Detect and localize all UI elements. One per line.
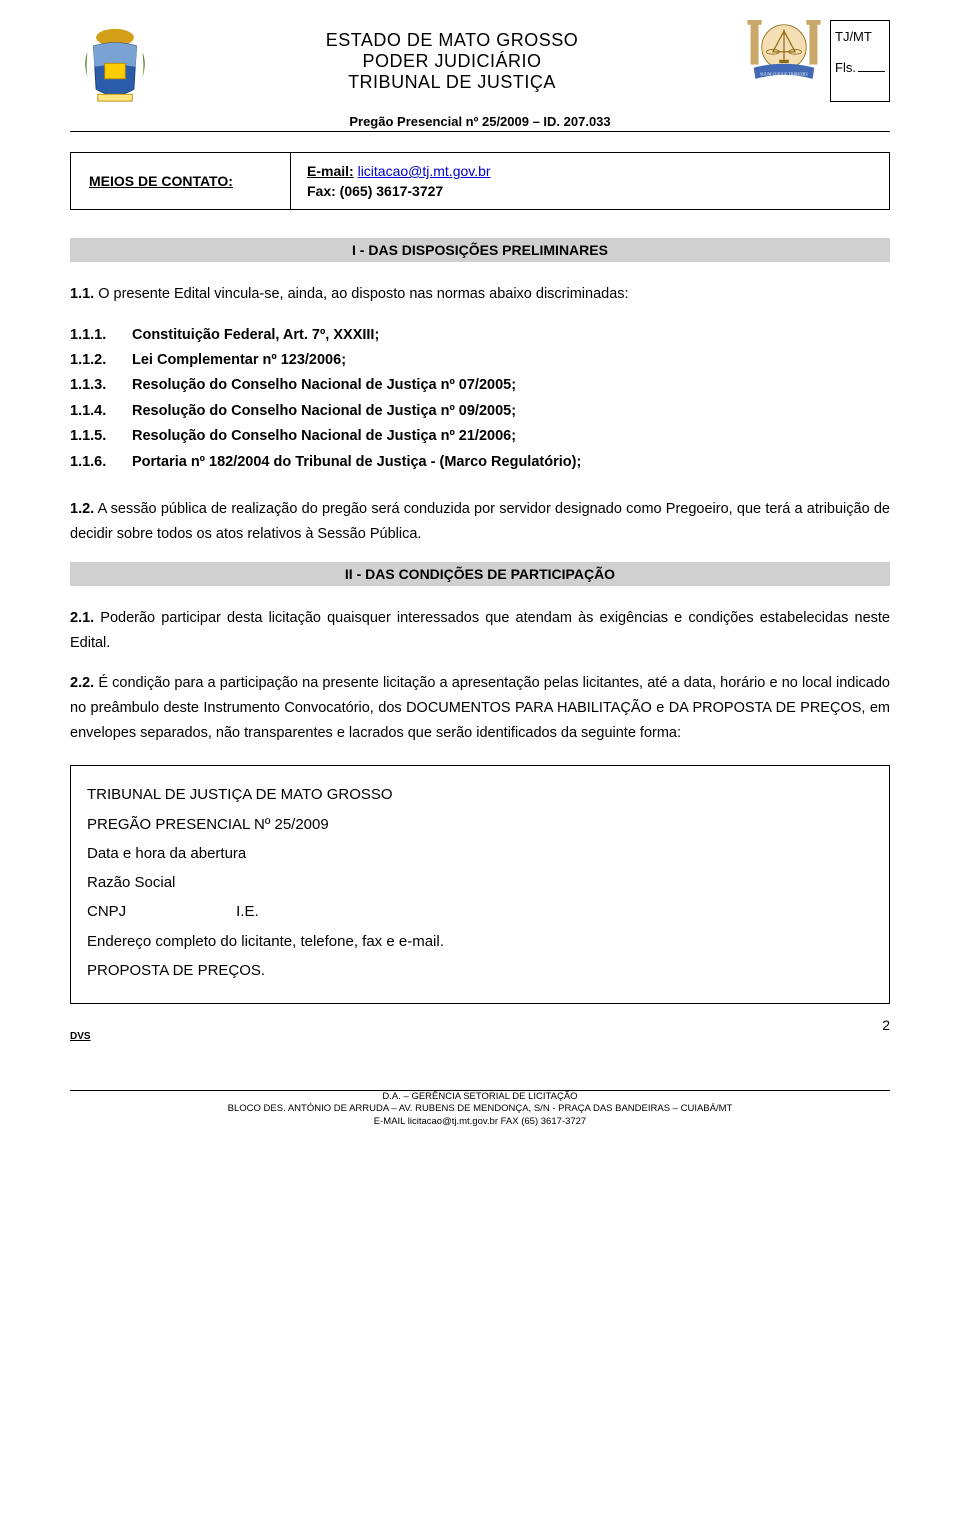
header-line-1: ESTADO DE MATO GROSSO xyxy=(160,30,744,51)
p21-num: 2.1. xyxy=(70,610,94,626)
header-line-2: PODER JUDICIÁRIO xyxy=(160,51,744,72)
env-line-7: PROPOSTA DE PREÇOS. xyxy=(87,956,873,985)
p11-text: O presente Edital vincula-se, ainda, ao … xyxy=(94,286,628,302)
paragraph-1-2: 1.2. A sessão pública de realização do p… xyxy=(70,497,890,546)
envelope-template-box: TRIBUNAL DE JUSTIÇA DE MATO GROSSO PREGÃ… xyxy=(70,765,890,1004)
section-2-heading: II - DAS CONDIÇÕES DE PARTICIPAÇÃO xyxy=(70,562,890,586)
env-cnpj: CNPJ xyxy=(87,897,126,926)
footer-dvs: DVS xyxy=(70,1030,91,1043)
p22-num: 2.2. xyxy=(70,675,94,691)
page-stamp-box: TJ/MT Fls. xyxy=(830,20,890,102)
page-number: 2 xyxy=(882,1016,890,1034)
paragraph-2-2: 2.2. É condição para a participação na p… xyxy=(70,671,890,745)
pregao-identifier: Pregão Presencial nº 25/2009 – ID. 207.0… xyxy=(70,114,890,129)
norm-item: 1.1.6.Portaria nº 182/2004 do Tribunal d… xyxy=(70,450,890,475)
svg-text:SUUM CUIQUE TRIBUERE: SUUM CUIQUE TRIBUERE xyxy=(760,72,808,77)
email-link[interactable]: licitacao@tj.mt.gov.br xyxy=(358,163,491,179)
document-header: ESTADO DE MATO GROSSO PODER JUDICIÁRIO T… xyxy=(70,20,890,110)
header-title-block: ESTADO DE MATO GROSSO PODER JUDICIÁRIO T… xyxy=(160,20,744,93)
norm-item: 1.1.1.Constituição Federal, Art. 7º, XXX… xyxy=(70,323,890,348)
email-label: E-mail: xyxy=(307,163,354,179)
env-ie: I.E. xyxy=(236,897,259,926)
norm-item: 1.1.5.Resolução do Conselho Nacional de … xyxy=(70,424,890,449)
section-1-heading: I - DAS DISPOSIÇÕES PRELIMINARES xyxy=(70,238,890,262)
p22-text: É condição para a participação na presen… xyxy=(70,675,890,740)
p12-text: A sessão pública de realização do pregão… xyxy=(70,501,890,542)
env-line-6: Endereço completo do licitante, telefone… xyxy=(87,927,873,956)
footer-line-1: D.A. – GERÊNCIA SETORIAL DE LICITAÇÃO xyxy=(70,1091,890,1103)
env-line-5: CNPJ I.E. xyxy=(87,897,873,926)
p21-text: Poderão participar desta licitação quais… xyxy=(70,610,890,651)
page-footer: 2 DVS D.A. – GERÊNCIA SETORIAL DE LICITA… xyxy=(70,1044,890,1128)
header-rule xyxy=(70,131,890,132)
norm-item: 1.1.4.Resolução do Conselho Nacional de … xyxy=(70,399,890,424)
footer-line-3: E-MAIL licitacao@tj.mt.gov.br FAX (65) 3… xyxy=(70,1116,890,1128)
header-right-block: SUUM CUIQUE TRIBUERE TJ/MT Fls. xyxy=(744,20,890,102)
env-line-3: Data e hora da abertura xyxy=(87,839,873,868)
norms-list: 1.1.1.Constituição Federal, Art. 7º, XXX… xyxy=(70,323,890,475)
tribunal-seal-icon: SUUM CUIQUE TRIBUERE xyxy=(744,20,824,90)
paragraph-2-1: 2.1. Poderão participar desta licitação … xyxy=(70,606,890,655)
paragraph-1-1: 1.1. O presente Edital vincula-se, ainda… xyxy=(70,282,890,307)
p11-num: 1.1. xyxy=(70,286,94,302)
contact-details-cell: E-mail: licitacao@tj.mt.gov.br Fax: (065… xyxy=(291,153,507,209)
header-line-3: TRIBUNAL DE JUSTIÇA xyxy=(160,72,744,93)
env-line-4: Razão Social xyxy=(87,868,873,897)
p12-num: 1.2. xyxy=(70,501,94,517)
fax-line: Fax: (065) 3617-3727 xyxy=(307,183,491,199)
env-line-1: TRIBUNAL DE JUSTIÇA DE MATO GROSSO xyxy=(87,780,873,809)
state-coat-of-arms-icon xyxy=(70,20,160,110)
contact-box: MEIOS DE CONTATO: E-mail: licitacao@tj.m… xyxy=(70,152,890,210)
norm-item: 1.1.3.Resolução do Conselho Nacional de … xyxy=(70,373,890,398)
stamp-tjmt: TJ/MT xyxy=(835,27,885,48)
footer-line-2: BLOCO DES. ANTÓNIO DE ARRUDA – AV. RUBEN… xyxy=(70,1103,890,1115)
contact-label: MEIOS DE CONTATO: xyxy=(89,173,233,189)
stamp-fls-label: Fls. xyxy=(835,58,856,79)
env-line-2: PREGÃO PRESENCIAL Nº 25/2009 xyxy=(87,810,873,839)
norm-item: 1.1.2.Lei Complementar nº 123/2006; xyxy=(70,348,890,373)
contact-label-cell: MEIOS DE CONTATO: xyxy=(71,153,291,209)
stamp-fls-blank xyxy=(858,60,885,72)
